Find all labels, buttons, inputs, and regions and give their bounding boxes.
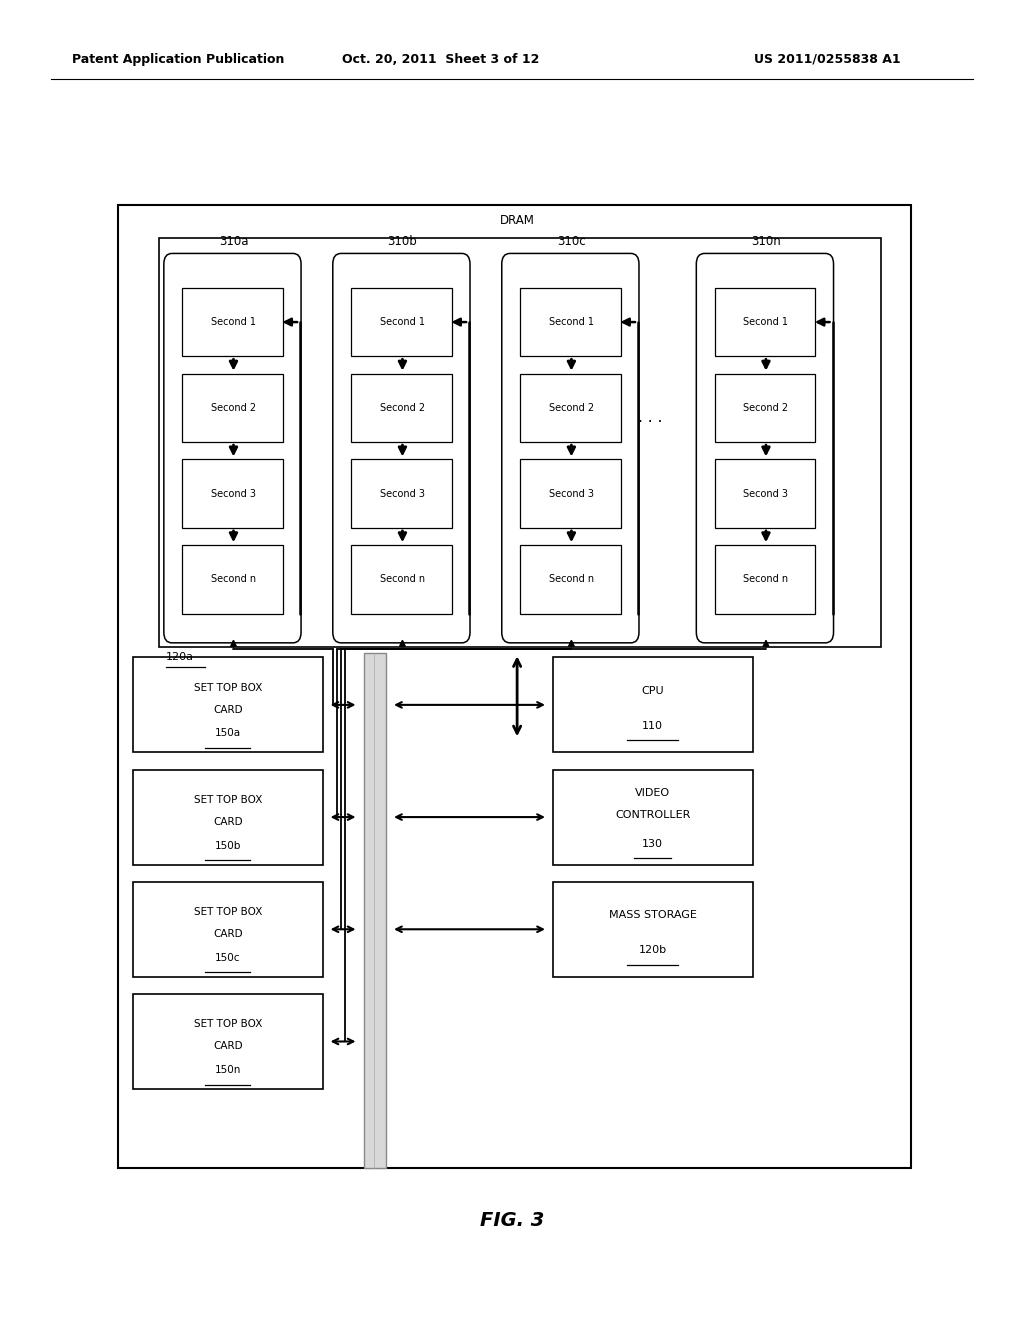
Text: SET TOP BOX: SET TOP BOX [194, 795, 262, 805]
Text: 110: 110 [642, 721, 664, 731]
Text: DRAM: DRAM [500, 214, 535, 227]
Bar [182, 374, 283, 442]
Text: CARD: CARD [213, 929, 243, 939]
FancyBboxPatch shape [164, 253, 301, 643]
Text: 150b: 150b [215, 841, 241, 850]
Text: Second 3: Second 3 [549, 488, 594, 499]
Bar [520, 545, 621, 614]
Bar [133, 657, 323, 752]
Text: 150c: 150c [215, 953, 241, 962]
Text: Second 1: Second 1 [743, 317, 788, 327]
Bar [715, 545, 815, 614]
Bar [133, 770, 323, 865]
Text: Second 3: Second 3 [380, 488, 425, 499]
Bar [182, 459, 283, 528]
Text: Second n: Second n [743, 574, 788, 585]
Text: CONTROLLER: CONTROLLER [615, 810, 690, 820]
Text: Second 2: Second 2 [211, 403, 256, 413]
Text: MASS STORAGE: MASS STORAGE [609, 909, 696, 920]
Bar [553, 770, 753, 865]
Text: Second 1: Second 1 [380, 317, 425, 327]
Bar [182, 545, 283, 614]
Text: Second 2: Second 2 [549, 403, 594, 413]
Text: CPU: CPU [641, 685, 665, 696]
Bar [133, 882, 323, 977]
Bar [182, 288, 283, 356]
Text: 310b: 310b [387, 235, 418, 248]
Text: SET TOP BOX: SET TOP BOX [194, 682, 262, 693]
Bar [715, 374, 815, 442]
Text: CARD: CARD [213, 817, 243, 826]
Bar [351, 545, 452, 614]
Text: 310c: 310c [557, 235, 586, 248]
Text: VIDEO: VIDEO [635, 788, 671, 799]
FancyBboxPatch shape [696, 253, 834, 643]
Bar [133, 994, 323, 1089]
Text: CARD: CARD [213, 1041, 243, 1051]
FancyBboxPatch shape [333, 253, 470, 643]
Text: 150a: 150a [215, 729, 241, 738]
Text: CARD: CARD [213, 705, 243, 714]
Bar [553, 882, 753, 977]
Text: Patent Application Publication: Patent Application Publication [72, 53, 284, 66]
Bar [351, 288, 452, 356]
Bar [351, 374, 452, 442]
Bar [715, 288, 815, 356]
Text: US 2011/0255838 A1: US 2011/0255838 A1 [755, 53, 901, 66]
Text: 130: 130 [642, 838, 664, 849]
Text: Second 3: Second 3 [211, 488, 256, 499]
Text: Second n: Second n [380, 574, 425, 585]
Text: Second 2: Second 2 [743, 403, 788, 413]
Text: Second 2: Second 2 [380, 403, 425, 413]
FancyBboxPatch shape [502, 253, 639, 643]
Bar [364, 653, 386, 1168]
Text: Second n: Second n [549, 574, 594, 585]
Text: 310a: 310a [219, 235, 248, 248]
Text: 150n: 150n [215, 1065, 241, 1074]
Text: 120a: 120a [166, 652, 194, 663]
Text: SET TOP BOX: SET TOP BOX [194, 907, 262, 917]
Text: 120b: 120b [639, 945, 667, 956]
Text: FIG. 3: FIG. 3 [480, 1212, 544, 1230]
Bar [351, 459, 452, 528]
Bar [159, 238, 881, 647]
Bar [520, 288, 621, 356]
Text: SET TOP BOX: SET TOP BOX [194, 1019, 262, 1030]
Text: Second 3: Second 3 [743, 488, 788, 499]
Bar [715, 459, 815, 528]
Bar [118, 205, 911, 1168]
Bar [520, 459, 621, 528]
Text: 310n: 310n [751, 235, 781, 248]
Text: Second 1: Second 1 [211, 317, 256, 327]
Text: Oct. 20, 2011  Sheet 3 of 12: Oct. 20, 2011 Sheet 3 of 12 [342, 53, 539, 66]
Text: Second n: Second n [211, 574, 256, 585]
Text: Second 1: Second 1 [549, 317, 594, 327]
Text: · · ·: · · · [638, 414, 663, 430]
Bar [553, 657, 753, 752]
Bar [520, 374, 621, 442]
